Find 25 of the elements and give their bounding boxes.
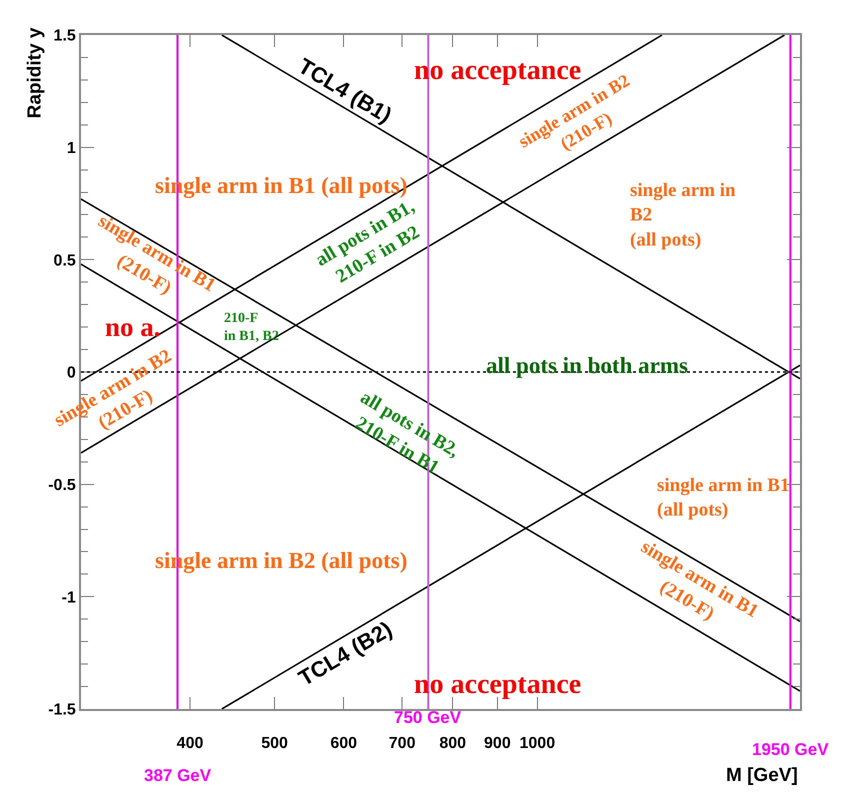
ref-line-label: 750 GeV (394, 708, 462, 727)
y-tick-label: 1 (66, 140, 76, 157)
x-tick-label: 800 (439, 735, 466, 752)
y-tick-label: -0.5 (48, 476, 76, 494)
x-tick-label: 500 (261, 735, 288, 752)
x-tick-label: 600 (330, 735, 358, 752)
y-tick-label: -1.5 (48, 702, 76, 719)
y-tick-label: 0 (66, 364, 76, 382)
x-axis-title: M [GeV] (726, 765, 798, 786)
x-tick-label: 700 (388, 735, 416, 752)
annotation: single arm in B2 (all pots) (630, 180, 736, 250)
annotation: no a. (105, 312, 161, 342)
x-tick-label: 1000 (520, 735, 556, 752)
ref-line-label: 1950 GeV (752, 740, 830, 759)
annotation: all pots in B2, 210-F in B1 (352, 387, 463, 478)
y-tick-label: -1 (62, 589, 76, 606)
y-tick-label: 0.5 (54, 252, 76, 270)
annotation: 210-F in B1, B2 (224, 311, 279, 344)
y-axis-title: Rapidity y (24, 27, 46, 118)
annotation: all pots in both arms (486, 353, 688, 378)
x-tick-label: 900 (484, 735, 511, 752)
ref-line-label: 387 GeV (144, 766, 212, 785)
x-tick-label: 400 (176, 735, 204, 752)
annotation: single arm in B1 (all pots) (657, 475, 790, 521)
y-tick-label: 1.5 (54, 28, 76, 45)
